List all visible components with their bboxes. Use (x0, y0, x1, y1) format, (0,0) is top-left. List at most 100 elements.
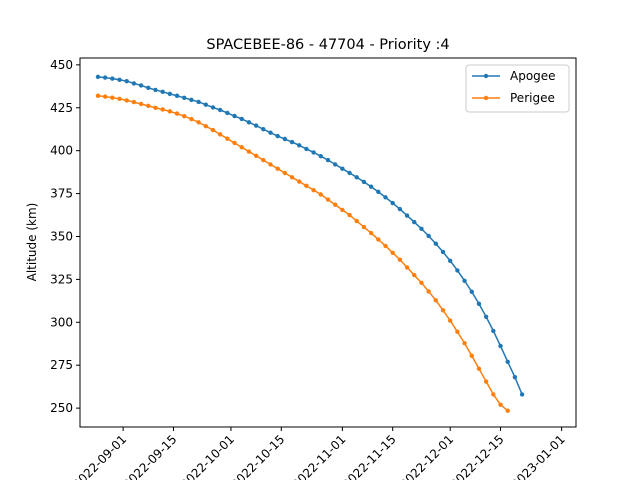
axes: 2502753003253503754004254502022-09-01202… (50, 57, 577, 480)
data-point-apogee (275, 133, 280, 139)
data-point-perigee (498, 402, 503, 407)
data-point-perigee (469, 353, 474, 358)
data-point-perigee (397, 257, 403, 262)
chart-title: SPACEBEE-86 - 47704 - Priority :4 (206, 37, 449, 53)
data-point-perigee (131, 99, 137, 105)
x-tick-label: 2022-10-15 (228, 432, 287, 480)
data-point-perigee (448, 318, 453, 323)
data-point-perigee (146, 103, 151, 109)
data-point-perigee (102, 94, 108, 99)
data-point-perigee (196, 120, 201, 125)
x-tick-label: 2023-01-01 (509, 432, 568, 480)
y-tick-label: 325 (50, 272, 73, 286)
x-tick-label: 2022-09-01 (70, 432, 129, 480)
data-point-perigee (167, 109, 173, 114)
data-point-perigee (325, 197, 331, 202)
data-point-apogee (210, 105, 216, 110)
data-point-apogee (138, 83, 144, 88)
data-point-apogee (110, 76, 115, 81)
legend-label-perigee: Perigee (510, 91, 555, 105)
data-point-perigee (491, 392, 496, 397)
legend-marker-apogee (483, 73, 489, 79)
y-tick-label: 425 (50, 101, 73, 115)
data-point-perigee (275, 166, 280, 171)
data-point-apogee (519, 392, 525, 397)
data-point-perigee (246, 149, 252, 154)
data-point-perigee (117, 96, 122, 102)
x-tick-label: 2022-09-15 (120, 432, 179, 480)
axes-frame (79, 57, 577, 428)
data-point-perigee (318, 192, 324, 197)
data-point-apogee (261, 127, 266, 132)
data-point-apogee (332, 162, 338, 167)
data-point-perigee (433, 298, 439, 303)
data-point-apogee (117, 77, 122, 83)
data-point-perigee (289, 175, 295, 180)
x-tick-label: 2022-12-01 (397, 432, 456, 480)
y-tick-label: 250 (50, 401, 73, 415)
data-point-apogee (340, 166, 345, 171)
data-point-apogee (246, 120, 252, 125)
data-point-apogee (102, 75, 108, 80)
data-point-apogee (412, 219, 417, 225)
data-point-apogee (419, 226, 424, 231)
data-point-perigee (455, 329, 460, 334)
data-point-apogee (491, 328, 496, 334)
data-point-apogee (455, 268, 460, 273)
data-point-apogee (354, 175, 359, 180)
y-tick-label: 450 (50, 58, 73, 72)
data-point-apogee (232, 113, 237, 119)
data-point-apogee (182, 95, 187, 101)
y-tick-label: 300 (50, 315, 73, 329)
y-tick-label: 400 (50, 144, 73, 158)
data-point-apogee (397, 206, 403, 212)
y-axis-label: Altitude (km) (25, 203, 39, 282)
data-point-perigee (253, 153, 259, 159)
data-point-perigee (332, 202, 338, 207)
data-point-perigee (95, 93, 101, 98)
data-point-perigee (440, 308, 446, 313)
data-point-apogee (483, 314, 489, 320)
data-point-apogee (498, 343, 503, 349)
x-tick-label: 2022-10-01 (178, 432, 237, 480)
data-point-perigee (160, 107, 165, 112)
data-point-perigee (483, 379, 489, 384)
data-point-apogee (404, 213, 410, 218)
data-point-apogee (124, 78, 129, 84)
data-point-perigee (347, 212, 352, 218)
data-point-apogee (146, 85, 151, 91)
data-point-apogee (297, 143, 302, 148)
data-point-apogee (448, 258, 453, 264)
data-point-apogee (196, 99, 201, 105)
data-point-perigee (124, 98, 129, 103)
y-tick-label: 350 (50, 229, 73, 243)
data-point-apogee (512, 375, 518, 380)
data-point-apogee (304, 146, 309, 152)
data-point-perigee (232, 140, 237, 146)
data-point-perigee (426, 289, 431, 294)
data-point-apogee (311, 150, 316, 155)
data-point-perigee (311, 187, 316, 193)
data-point-apogee (167, 91, 173, 97)
data-point-perigee (376, 237, 381, 242)
legend: Apogee Perigee (465, 64, 570, 113)
data-point-perigee (138, 101, 144, 107)
data-point-apogee (239, 116, 244, 122)
y-tick-label: 275 (50, 358, 73, 372)
data-point-apogee (174, 93, 180, 98)
data-point-apogee (160, 89, 165, 95)
x-tick-label: 2022-12-15 (447, 432, 506, 480)
data-point-apogee (368, 184, 374, 189)
data-point-perigee (210, 127, 216, 133)
data-point-apogee (268, 130, 273, 135)
data-point-perigee (297, 179, 302, 184)
data-point-perigee (304, 183, 309, 189)
data-point-perigee (368, 230, 374, 236)
data-point-perigee (203, 123, 208, 129)
data-point-perigee (361, 224, 367, 230)
data-point-apogee (426, 233, 431, 239)
data-point-perigee (419, 280, 424, 286)
legend-marker-perigee (483, 95, 489, 101)
data-point-perigee (110, 95, 115, 100)
